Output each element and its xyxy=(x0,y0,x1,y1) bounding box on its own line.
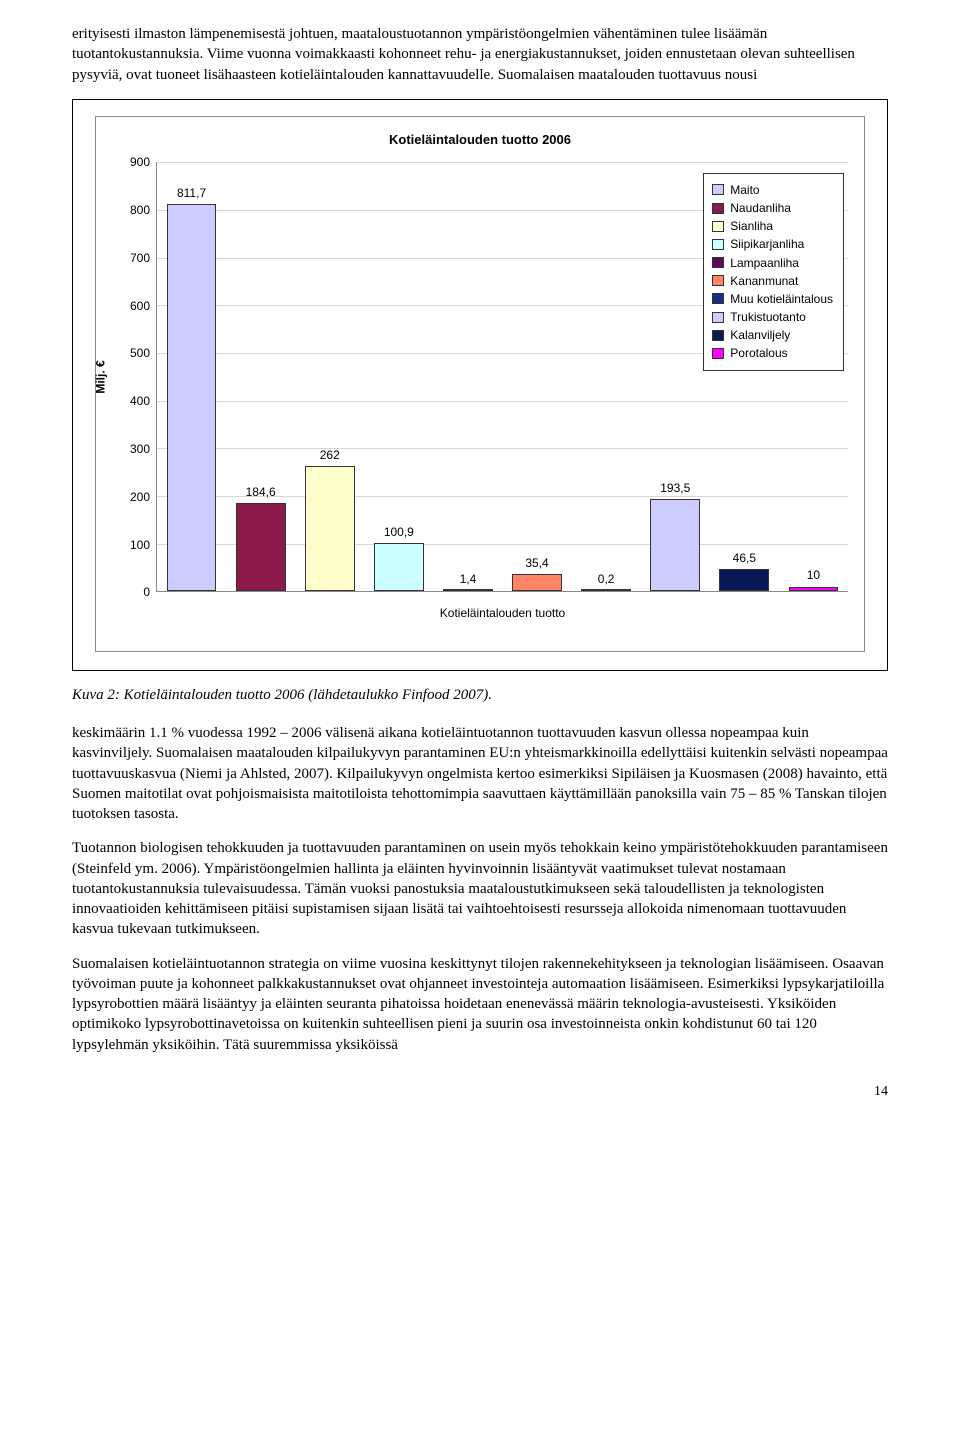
paragraph-3: Tuotannon biologisen tehokkuuden ja tuot… xyxy=(72,838,888,939)
chart-outer-frame: Kotieläintalouden tuotto 2006 Milj. € 0 1… xyxy=(72,99,888,671)
legend-label: Lampaanliha xyxy=(730,255,799,271)
bar-value-label: 184,6 xyxy=(246,484,276,500)
y-tick: 100 xyxy=(130,536,150,552)
legend-item: Porotalous xyxy=(712,345,833,361)
bar-6: 0,2 xyxy=(581,162,631,591)
bar-value-label: 46,5 xyxy=(733,550,756,566)
legend-item: Maito xyxy=(712,182,833,198)
legend-label: Kalanviljely xyxy=(730,327,790,343)
y-tick: 200 xyxy=(130,489,150,505)
y-tick: 300 xyxy=(130,441,150,457)
legend-label: Siipikarjanliha xyxy=(730,236,804,252)
legend-item: Muu kotieläintalous xyxy=(712,291,833,307)
legend-item: Lampaanliha xyxy=(712,255,833,271)
legend-item: Siipikarjanliha xyxy=(712,236,833,252)
bar-5: 35,4 xyxy=(512,162,562,591)
bar-fill xyxy=(789,587,839,592)
figure-caption: Kuva 2: Kotieläintalouden tuotto 2006 (l… xyxy=(72,685,888,705)
y-tick: 700 xyxy=(130,250,150,266)
intro-paragraph: erityisesti ilmaston lämpenemisestä joht… xyxy=(72,24,888,85)
bar-value-label: 35,4 xyxy=(525,555,548,571)
legend-swatch xyxy=(712,348,724,359)
bar-fill xyxy=(167,204,217,591)
bar-value-label: 100,9 xyxy=(384,524,414,540)
legend-swatch xyxy=(712,239,724,250)
bar-value-label: 10 xyxy=(807,567,820,583)
bar-2: 262 xyxy=(305,162,355,591)
legend-label: Sianliha xyxy=(730,218,773,234)
bar-4: 1,4 xyxy=(443,162,493,591)
legend-label: Naudanliha xyxy=(730,200,791,216)
page-number: 14 xyxy=(72,1083,888,1102)
legend-label: Maito xyxy=(730,182,759,198)
bar-fill xyxy=(512,574,562,591)
bar-value-label: 811,7 xyxy=(177,185,206,201)
bar-value-label: 262 xyxy=(320,447,340,463)
bar-value-label: 193,5 xyxy=(660,480,690,496)
bar-fill xyxy=(719,569,769,591)
y-tick: 800 xyxy=(130,202,150,218)
legend-swatch xyxy=(712,275,724,286)
bar-0: 811,7 xyxy=(167,162,217,591)
bar-fill xyxy=(581,589,631,591)
y-tick: 400 xyxy=(130,393,150,409)
legend-item: Kananmunat xyxy=(712,273,833,289)
y-tick: 600 xyxy=(130,298,150,314)
legend-swatch xyxy=(712,330,724,341)
bar-fill xyxy=(305,466,355,591)
chart-legend: Maito Naudanliha Sianliha Siipikarjanliha La… xyxy=(703,173,844,371)
y-tick: 0 xyxy=(143,584,150,600)
legend-item: Naudanliha xyxy=(712,200,833,216)
bar-7: 193,5 xyxy=(650,162,700,591)
paragraph-2: keskimäärin 1.1 % vuodessa 1992 – 2006 v… xyxy=(72,723,888,824)
bar-fill xyxy=(443,589,493,591)
legend-swatch xyxy=(712,221,724,232)
x-axis-label: Kotieläintalouden tuotto xyxy=(440,605,565,621)
legend-item: Sianliha xyxy=(712,218,833,234)
legend-label: Kananmunat xyxy=(730,273,798,289)
y-tick: 500 xyxy=(130,345,150,361)
bar-1: 184,6 xyxy=(236,162,286,591)
bar-fill xyxy=(650,499,700,591)
bar-value-label: 0,2 xyxy=(598,571,615,587)
legend-item: Kalanviljely xyxy=(712,327,833,343)
paragraph-4: Suomalaisen kotieläintuotannon strategia… xyxy=(72,954,888,1055)
legend-swatch xyxy=(712,312,724,323)
bar-3: 100,9 xyxy=(374,162,424,591)
legend-swatch xyxy=(712,203,724,214)
legend-swatch xyxy=(712,184,724,195)
y-tick: 900 xyxy=(130,154,150,170)
y-axis-label: Milj. € xyxy=(93,361,109,394)
legend-label: Trukistuotanto xyxy=(730,309,806,325)
legend-label: Porotalous xyxy=(730,345,787,361)
legend-swatch xyxy=(712,293,724,304)
bar-value-label: 1,4 xyxy=(460,571,477,587)
chart-title: Kotieläintalouden tuotto 2006 xyxy=(112,131,848,149)
bar-fill xyxy=(374,543,424,591)
y-axis: Milj. € 0100200300400500600700800900 xyxy=(112,162,156,592)
legend-swatch xyxy=(712,257,724,268)
legend-item: Trukistuotanto xyxy=(712,309,833,325)
chart-inner-frame: Kotieläintalouden tuotto 2006 Milj. € 0 1… xyxy=(95,116,865,652)
legend-label: Muu kotieläintalous xyxy=(730,291,833,307)
bar-fill xyxy=(236,503,286,591)
